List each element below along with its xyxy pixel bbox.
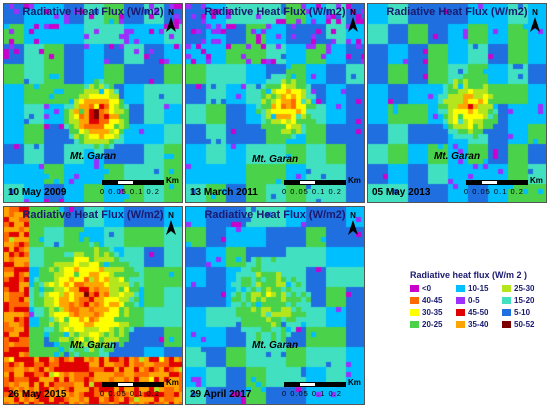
- legend-item: 5-10: [502, 308, 548, 317]
- north-label: N: [350, 8, 356, 17]
- legend-grid: <0 10-15 25-30 40-45 0-5 15-20 30-35 45-50 5-10 2…: [410, 284, 545, 329]
- legend-label: 50-52: [514, 320, 535, 329]
- legend-label: <0: [422, 284, 432, 293]
- place-label: Mt. Garan: [433, 151, 481, 162]
- legend-item: 0-5: [456, 296, 502, 305]
- legend-label: 25-30: [514, 284, 535, 293]
- legend-item: 35-40: [456, 320, 502, 329]
- legend-swatch: [456, 297, 465, 304]
- scale-unit: Km: [530, 176, 543, 185]
- scale-ticks: 0 0.05 0.1 0.2: [282, 187, 342, 196]
- legend-swatch: [410, 285, 419, 292]
- legend-label: 5-10: [514, 308, 531, 317]
- legend-swatch: [502, 321, 511, 328]
- place-label: Mt. Garan: [251, 154, 299, 165]
- date-label: 10 May 2009: [8, 187, 67, 198]
- north-label: N: [532, 8, 538, 17]
- north-label: N: [350, 211, 356, 220]
- heat-flux-raster: [368, 4, 546, 202]
- legend-label: 20-25: [422, 320, 443, 329]
- scale-bar: Km 0 0.05 0.1 0.2: [100, 176, 179, 198]
- legend-swatch: [502, 309, 511, 316]
- north-arrow-icon: N: [348, 8, 358, 32]
- scale-ticks: 0 0.05 0.1 0.2: [282, 389, 342, 398]
- legend-item: 20-25: [410, 320, 456, 329]
- panel-title: Radiative Heat Flux (W/m2): [22, 6, 164, 18]
- legend-swatch: [456, 309, 465, 316]
- heat-flux-raster: [4, 207, 182, 404]
- map-panel-2: Radiative Heat Flux (W/m2) N Mt. Garan 1…: [185, 3, 365, 203]
- legend-label: 45-50: [468, 308, 489, 317]
- scale-ticks: 0 0.05 0.1 0.2: [100, 187, 160, 196]
- scale-bar: Km 0 0.05 0.1 0.2: [464, 176, 543, 198]
- date-label: 05 May 2013: [372, 187, 431, 198]
- north-arrow-icon: N: [166, 8, 176, 32]
- legend-item: 25-30: [502, 284, 548, 293]
- scale-unit: Km: [166, 176, 179, 185]
- legend-label: 15-20: [514, 296, 535, 305]
- north-arrow-icon: N: [530, 8, 540, 32]
- legend-item: 30-35: [410, 308, 456, 317]
- legend-label: 35-40: [468, 320, 489, 329]
- scale-unit: Km: [348, 176, 361, 185]
- legend-swatch: [502, 297, 511, 304]
- legend-title: Radiative heat flux (W/m 2 ): [410, 270, 528, 280]
- legend-item: 45-50: [456, 308, 502, 317]
- legend-swatch: [410, 309, 419, 316]
- heat-flux-raster: [186, 207, 364, 404]
- legend-label: 10-15: [468, 284, 489, 293]
- scale-bar: Km 0 0.05 0.1 0.2: [282, 176, 361, 198]
- scale-ticks: 0 0.05 0.1 0.2: [100, 389, 160, 398]
- north-label: N: [168, 211, 174, 220]
- legend-swatch: [410, 321, 419, 328]
- heat-flux-raster: [186, 4, 364, 202]
- legend-swatch: [456, 285, 465, 292]
- north-arrow-icon: N: [348, 211, 358, 235]
- legend-item: <0: [410, 284, 456, 293]
- map-panel-5: Radiative Heat Flux (W/m2) N Mt. Garan 2…: [185, 206, 365, 405]
- legend: Radiative heat flux (W/m 2 ) <0 10-15 25-3…: [410, 270, 545, 329]
- place-label: Mt. Garan: [251, 340, 299, 351]
- map-panel-4: Radiative Heat Flux (W/m2) N Mt. Garan 2…: [3, 206, 183, 405]
- scale-unit: Km: [348, 378, 361, 387]
- scale-bar: Km 0 0.05 0.1 0.2: [282, 378, 361, 400]
- map-panel-1: Radiative Heat Flux (W/m2) N Mt. Garan 1…: [3, 3, 183, 203]
- map-panel-3: Radiative Heat Flux (W/m2) N Mt. Garan 0…: [367, 3, 547, 203]
- scale-bar: Km 0 0.05 0.1 0.2: [100, 378, 179, 400]
- place-label: Mt. Garan: [69, 151, 117, 162]
- legend-label: 0-5: [468, 296, 480, 305]
- legend-item: 15-20: [502, 296, 548, 305]
- panel-title: Radiative Heat Flux (W/m2): [204, 209, 346, 221]
- legend-item: 50-52: [502, 320, 548, 329]
- scale-ticks: 0 0.05 0.1 0.2: [464, 187, 524, 196]
- panel-title: Radiative Heat Flux (W/m2): [22, 209, 164, 221]
- legend-swatch: [456, 321, 465, 328]
- legend-item: 40-45: [410, 296, 456, 305]
- legend-swatch: [410, 297, 419, 304]
- legend-swatch: [502, 285, 511, 292]
- scale-unit: Km: [166, 378, 179, 387]
- legend-label: 40-45: [422, 296, 443, 305]
- panel-title: Radiative Heat Flux (W/m2): [204, 6, 346, 18]
- north-arrow-icon: N: [166, 211, 176, 235]
- date-label: 26 May 2015: [8, 389, 67, 400]
- date-label: 13 March 2011: [190, 187, 258, 198]
- panel-title: Radiative Heat Flux (W/m2): [386, 6, 528, 18]
- place-label: Mt. Garan: [69, 340, 117, 351]
- date-label: 29 April 2017: [190, 389, 252, 400]
- north-label: N: [168, 8, 174, 17]
- heat-flux-raster: [4, 4, 182, 202]
- legend-label: 30-35: [422, 308, 443, 317]
- legend-item: 10-15: [456, 284, 502, 293]
